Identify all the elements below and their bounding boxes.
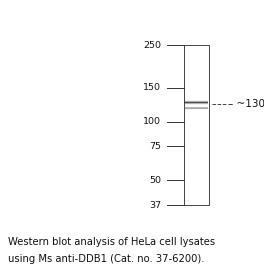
Text: 100: 100 (143, 118, 161, 126)
Text: 250: 250 (143, 41, 161, 50)
Text: – ~130 kDa: – ~130 kDa (228, 99, 264, 109)
Text: 37: 37 (149, 201, 161, 210)
Text: 75: 75 (149, 142, 161, 151)
Text: 50: 50 (149, 176, 161, 185)
Text: 150: 150 (143, 84, 161, 92)
Text: using Ms anti-DDB1 (Cat. no. 37-6200).: using Ms anti-DDB1 (Cat. no. 37-6200). (8, 254, 204, 264)
Text: Western blot analysis of HeLa cell lysates: Western blot analysis of HeLa cell lysat… (8, 237, 215, 247)
Bar (184, 45, 209, 205)
